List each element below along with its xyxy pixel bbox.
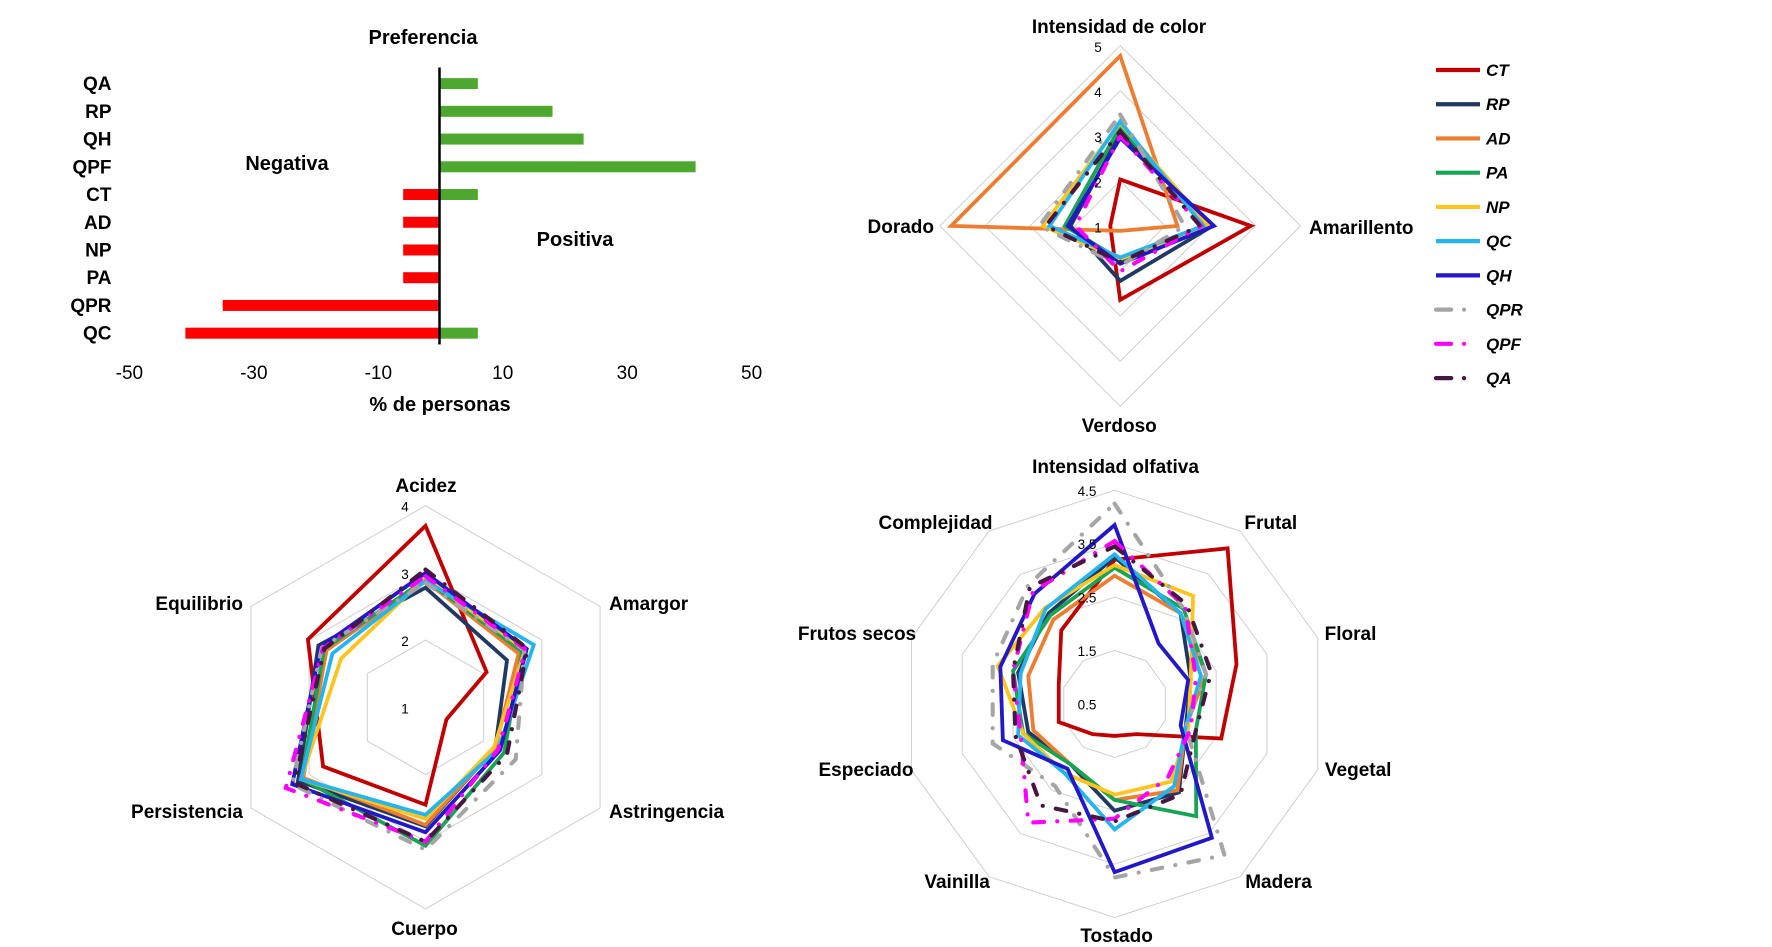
svg-text:AD: AD <box>84 213 111 234</box>
svg-text:Madera: Madera <box>1245 872 1312 893</box>
svg-text:Amarillento: Amarillento <box>1309 218 1414 239</box>
svg-text:2: 2 <box>401 634 409 649</box>
svg-text:QC: QC <box>83 324 112 345</box>
svg-text:3: 3 <box>401 567 409 582</box>
svg-text:PA: PA <box>1486 164 1508 183</box>
svg-text:Amargor: Amargor <box>609 594 689 615</box>
svg-text:30: 30 <box>617 363 638 384</box>
svg-text:NP: NP <box>85 241 112 262</box>
svg-text:Astringencia: Astringencia <box>609 802 725 823</box>
svg-text:Complejidad: Complejidad <box>878 513 992 534</box>
svg-text:Especiado: Especiado <box>818 760 913 781</box>
svg-text:Verdoso: Verdoso <box>1082 416 1157 437</box>
svg-text:Frutal: Frutal <box>1244 513 1297 534</box>
svg-text:Vainilla: Vainilla <box>924 872 990 893</box>
svg-text:RP: RP <box>1486 95 1510 114</box>
svg-text:Positiva: Positiva <box>537 229 615 251</box>
svg-text:4.5: 4.5 <box>1078 484 1097 499</box>
svg-text:QA: QA <box>1486 369 1512 388</box>
svg-text:1: 1 <box>1094 220 1102 235</box>
svg-text:QPF: QPF <box>1486 335 1522 354</box>
svg-text:QC: QC <box>1486 232 1512 251</box>
svg-text:Preferencia: Preferencia <box>369 27 479 49</box>
svg-text:Intensidad de color: Intensidad de color <box>1032 17 1207 38</box>
svg-text:QPR: QPR <box>70 296 111 317</box>
svg-text:Negativa: Negativa <box>245 153 329 175</box>
svg-text:0.5: 0.5 <box>1078 697 1097 712</box>
svg-text:-10: -10 <box>365 363 392 384</box>
svg-text:4: 4 <box>1094 85 1102 100</box>
svg-text:NP: NP <box>1486 198 1510 217</box>
svg-text:-30: -30 <box>240 363 267 384</box>
svg-text:1: 1 <box>401 701 409 716</box>
svg-text:QH: QH <box>83 130 112 151</box>
svg-text:Acidez: Acidez <box>395 476 456 497</box>
svg-text:QH: QH <box>1486 266 1512 285</box>
svg-text:Floral: Floral <box>1325 624 1377 645</box>
svg-text:CT: CT <box>1486 61 1510 80</box>
svg-text:Intensidad olfativa: Intensidad olfativa <box>1032 457 1199 478</box>
svg-text:2: 2 <box>1094 175 1102 190</box>
svg-text:PA: PA <box>87 268 112 289</box>
svg-text:-50: -50 <box>116 363 143 384</box>
svg-text:50: 50 <box>741 363 762 384</box>
svg-text:QPF: QPF <box>72 157 111 178</box>
svg-text:AD: AD <box>1485 130 1511 149</box>
svg-text:2.5: 2.5 <box>1078 591 1097 606</box>
svg-text:3.5: 3.5 <box>1078 537 1097 552</box>
svg-text:5: 5 <box>1094 40 1102 55</box>
svg-text:Vegetal: Vegetal <box>1325 760 1392 781</box>
svg-text:Persistencia: Persistencia <box>131 802 243 823</box>
svg-text:RP: RP <box>85 102 112 123</box>
svg-text:QA: QA <box>83 74 112 95</box>
svg-text:4: 4 <box>401 500 409 515</box>
svg-text:CT: CT <box>86 185 112 206</box>
svg-text:QPR: QPR <box>1486 301 1524 320</box>
svg-text:3: 3 <box>1094 130 1102 145</box>
svg-text:% de personas: % de personas <box>369 394 510 416</box>
svg-text:Cuerpo: Cuerpo <box>391 919 458 940</box>
svg-text:1.5: 1.5 <box>1078 644 1097 659</box>
svg-text:Frutos secos: Frutos secos <box>798 624 916 645</box>
svg-text:Dorado: Dorado <box>868 217 935 238</box>
svg-text:Tostado: Tostado <box>1080 926 1152 947</box>
svg-text:Equilibrio: Equilibrio <box>155 594 243 615</box>
svg-text:10: 10 <box>492 363 513 384</box>
